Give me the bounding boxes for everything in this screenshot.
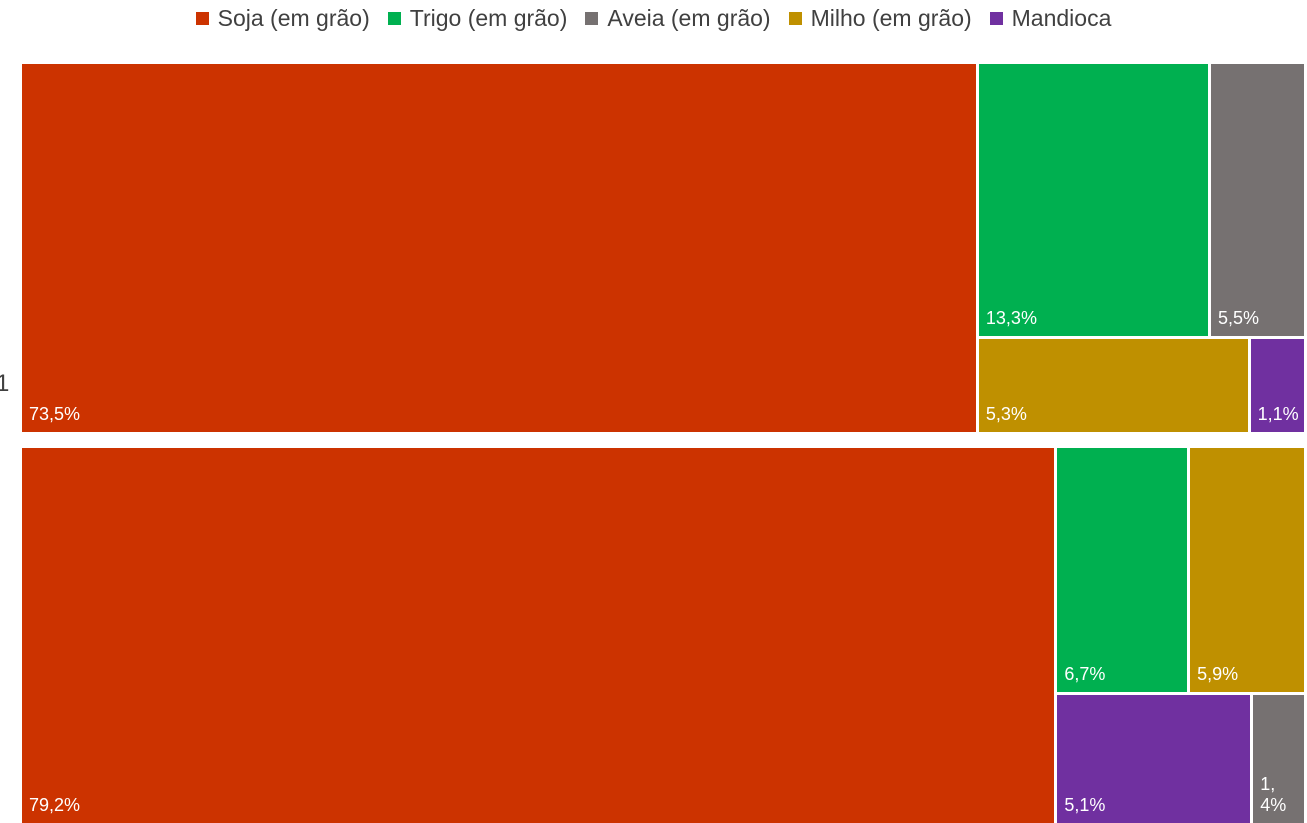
treemap-tile-label: 1,4% [1260, 773, 1287, 815]
treemap-tile-milho: 5,3% [978, 338, 1248, 432]
treemap-tile-label: 79,2% [29, 795, 81, 815]
treemap-tile-aveia: 1,4% [1253, 695, 1304, 823]
legend-swatch-trigo [387, 12, 401, 25]
treemap-tile-label: 73,5% [29, 404, 81, 424]
legend-label-milho: Milho (em grão) [810, 5, 972, 31]
legend-label-soja: Soja (em grão) [217, 5, 370, 31]
treemap-tile-aveia: 5,5% [1211, 64, 1304, 336]
legend-item-soja: Soja (em grão) [195, 5, 370, 32]
legend-swatch-soja [195, 12, 209, 25]
legend-item-milho: Milho (em grão) [788, 5, 972, 32]
treemap-tile-label: 1,1% [1257, 403, 1299, 424]
legend-swatch-milho [788, 12, 802, 25]
treemap-tile-label: 6,7% [1064, 664, 1106, 685]
legend-label-mandioca: Mandioca [1011, 5, 1112, 31]
legend-item-mandioca: Mandioca [989, 5, 1112, 32]
treemap-tile-trigo: 13,3% [978, 64, 1208, 336]
row-label-1: 1 [0, 370, 10, 397]
treemap-tile-label: 5,9% [1197, 664, 1239, 685]
legend-item-trigo: Trigo (em grão) [387, 5, 568, 32]
legend-item-aveia: Aveia (em grão) [585, 5, 771, 32]
treemap-tile-trigo: 6,7% [1057, 448, 1188, 693]
treemap-tile-soja: 73,5% [22, 64, 976, 432]
treemap-tile-label: 5,5% [1218, 307, 1260, 328]
treemap-tile-mandioca: 5,1% [1057, 695, 1251, 823]
treemap-tile-mandioca: 1,1% [1250, 338, 1304, 432]
legend-label-aveia: Aveia (em grão) [607, 5, 771, 31]
treemap-tile-soja: 79,2% [22, 448, 1055, 823]
legend-swatch-mandioca [989, 12, 1003, 25]
chart-legend: Soja (em grão) Trigo (em grão) Aveia (em… [0, 5, 1307, 32]
treemap-tile-label: 5,1% [1064, 794, 1106, 815]
treemap-tile-label: 5,3% [985, 403, 1027, 424]
legend-swatch-aveia [585, 12, 599, 25]
legend-label-trigo: Trigo (em grão) [409, 5, 568, 31]
treemap-tile-label: 13,3% [985, 307, 1037, 328]
treemap-tile-milho: 5,9% [1190, 448, 1304, 693]
